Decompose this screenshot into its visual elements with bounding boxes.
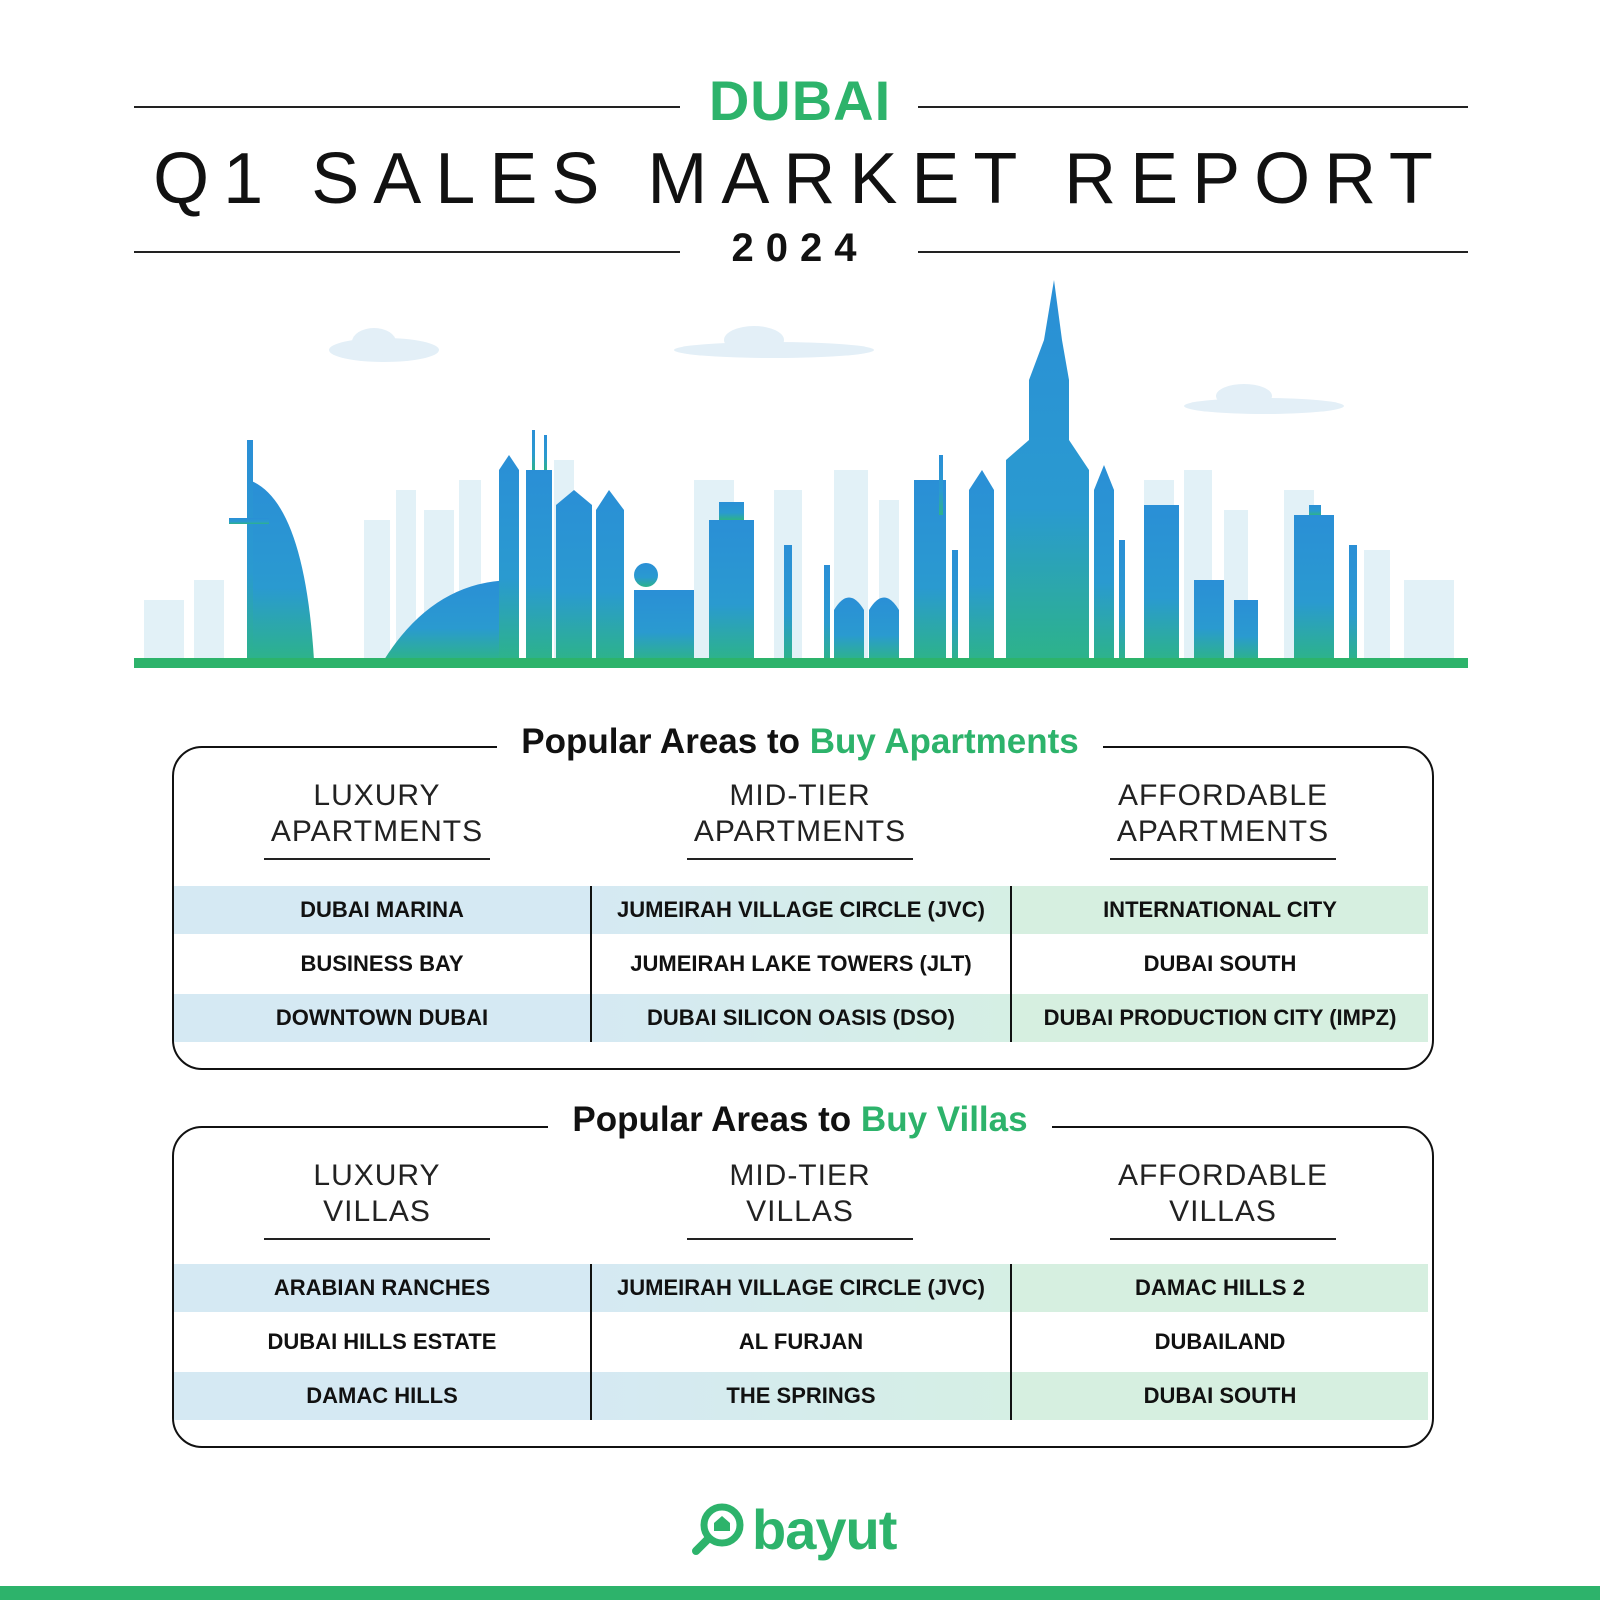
table-cell: DUBAI HILLS ESTATE [174,1312,592,1372]
bottom-accent-bar [0,1586,1600,1600]
city-title: DUBAI [708,69,892,132]
table-cell: DOWNTOWN DUBAI [174,994,592,1042]
table-cell: DAMAC HILLS [174,1372,592,1420]
brand-name: bayut [752,1497,897,1561]
villas-table: ARABIAN RANCHES JUMEIRAH VILLAGE CIRCLE … [174,1264,1428,1420]
header-rule-top-left [134,106,680,108]
ground-strip [134,658,1468,668]
apartments-luxury-heading: LUXURY APARTMENTS [264,778,490,860]
table-cell: JUMEIRAH VILLAGE CIRCLE (JVC) [592,886,1012,934]
apartments-title-highlight: Buy Apartments [809,722,1079,761]
report-title: Q1 SALES MARKET REPORT [153,139,1447,219]
villas-title: Popular Areas to Buy Villas [0,1100,1600,1140]
header-rule-bottom-left [134,251,680,253]
table-cell: DUBAILAND [1154,1329,1286,1354]
table-cell: THE SPRINGS [592,1372,1012,1420]
report-year: 2024 [731,226,869,270]
clouds [329,326,1344,414]
table-cell: ARABIAN RANCHES [174,1264,592,1312]
villas-midtier-heading: MID-TIER VILLAS [687,1158,913,1240]
table-cell: JUMEIRAH VILLAGE CIRCLE (JVC) [592,1264,1012,1312]
table-cell: DAMAC HILLS 2 [1012,1264,1428,1312]
table-cell: DUBAI PRODUCTION CITY (IMPZ) [1012,994,1428,1042]
table-cell: DUBAI SOUTH [1012,1372,1428,1420]
foreground-towers [229,280,1357,660]
header-rule-bottom-right [918,251,1468,253]
villas-affordable-heading: AFFORDABLE VILLAS [1110,1158,1336,1240]
table-cell: DUBAI MARINA [174,886,592,934]
table-cell: BUSINESS BAY [174,934,592,994]
villas-title-highlight: Buy Villas [860,1100,1028,1139]
bayut-logo: bayut [690,1494,920,1564]
dubai-skyline-illustration [134,280,1468,668]
table-cell: AL FURJAN [592,1312,1012,1372]
apartments-midtier-heading: MID-TIER APARTMENTS [687,778,913,860]
apartments-affordable-heading: AFFORDABLE APARTMENTS [1110,778,1336,860]
header-rule-top-right [918,106,1468,108]
table-cell: INTERNATIONAL CITY [1012,886,1428,934]
apartments-title-prefix: Popular Areas to [521,722,800,761]
table-cell: DUBAI SOUTH [1143,951,1297,976]
villas-luxury-heading: LUXURY VILLAS [264,1158,490,1240]
table-cell: JUMEIRAH LAKE TOWERS (JLT) [592,934,1012,994]
table-cell: DUBAI SILICON OASIS (DSO) [592,994,1012,1042]
apartments-title: Popular Areas to Buy Apartments [0,722,1600,762]
apartments-table: DUBAI MARINA JUMEIRAH VILLAGE CIRCLE (JV… [174,886,1428,1042]
villas-title-prefix: Popular Areas to [572,1100,852,1139]
house-search-icon [692,1503,744,1555]
